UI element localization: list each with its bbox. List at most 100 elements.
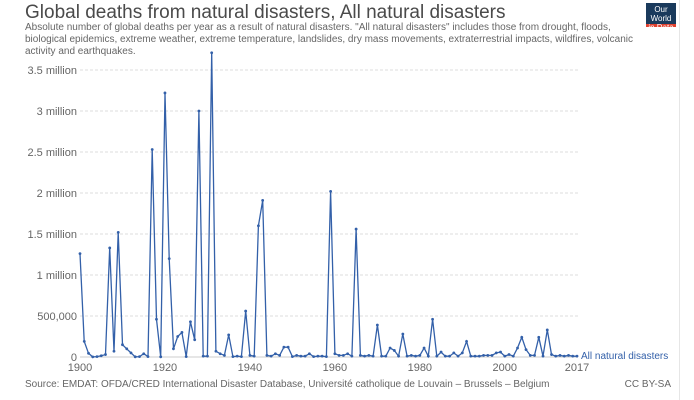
data-point bbox=[575, 354, 579, 358]
data-point bbox=[303, 354, 307, 358]
data-point bbox=[499, 350, 502, 354]
x-tick-label: 2017 bbox=[565, 362, 589, 374]
data-point bbox=[516, 346, 519, 350]
data-point bbox=[112, 349, 116, 353]
data-point bbox=[91, 355, 95, 359]
data-point bbox=[375, 323, 379, 327]
y-tick-label: 1.5 million bbox=[27, 229, 77, 241]
data-point bbox=[520, 335, 524, 339]
license-link[interactable]: CC BY-SA bbox=[624, 379, 671, 390]
logo-text: Our World in Data bbox=[648, 5, 674, 32]
x-tick-label: 2000 bbox=[493, 362, 517, 374]
data-point bbox=[346, 352, 350, 356]
data-point bbox=[388, 346, 392, 350]
data-point bbox=[282, 345, 286, 349]
data-point bbox=[324, 355, 328, 358]
data-point bbox=[295, 353, 299, 357]
y-tick-label: 2 million bbox=[37, 188, 77, 200]
data-point bbox=[567, 353, 570, 357]
x-tick-label: 1960 bbox=[323, 362, 347, 374]
data-point bbox=[397, 354, 400, 358]
y-tick-label: 3 million bbox=[37, 106, 77, 118]
data-point bbox=[469, 354, 473, 358]
data-point bbox=[167, 257, 171, 260]
x-tick-label: 1980 bbox=[408, 362, 432, 374]
data-point bbox=[426, 354, 430, 358]
data-point bbox=[176, 335, 180, 338]
data-point bbox=[537, 335, 541, 339]
series-label: All natural disasters bbox=[581, 351, 668, 362]
data-point bbox=[354, 227, 358, 231]
data-point bbox=[125, 347, 129, 351]
data-point bbox=[392, 349, 396, 352]
data-point bbox=[189, 320, 192, 324]
chart-subtitle: Absolute number of global deaths per yea… bbox=[25, 22, 634, 57]
data-point bbox=[431, 317, 434, 321]
data-point bbox=[329, 189, 333, 193]
data-point bbox=[524, 348, 528, 352]
data-point bbox=[231, 355, 235, 358]
series-line bbox=[79, 52, 577, 359]
data-point bbox=[159, 355, 163, 359]
data-point bbox=[223, 353, 226, 357]
y-tick-label: 3.5 million bbox=[27, 65, 77, 77]
data-point bbox=[307, 352, 311, 356]
data-point bbox=[150, 148, 154, 151]
data-point bbox=[494, 351, 498, 355]
data-point bbox=[460, 351, 464, 355]
data-point bbox=[312, 355, 316, 358]
data-point bbox=[443, 354, 447, 358]
data-point bbox=[82, 340, 86, 343]
data-point bbox=[358, 353, 362, 357]
data-point bbox=[562, 354, 566, 358]
data-point bbox=[214, 349, 218, 353]
data-point bbox=[235, 354, 239, 358]
data-point bbox=[116, 230, 120, 234]
data-point bbox=[503, 354, 507, 358]
chart-container: Global deaths from natural disasters, Al… bbox=[25, 0, 680, 400]
owid-logo[interactable]: Our World in Data bbox=[646, 3, 676, 32]
data-point bbox=[274, 352, 277, 356]
source-note: Source: EMDAT: OFDA/CRED International D… bbox=[25, 379, 550, 390]
data-point bbox=[367, 353, 371, 357]
data-point bbox=[465, 340, 468, 343]
data-point bbox=[363, 354, 367, 358]
x-tick-label: 1940 bbox=[238, 362, 262, 374]
data-point bbox=[108, 246, 112, 250]
data-point bbox=[435, 354, 439, 358]
chart-title: Global deaths from natural disasters, Al… bbox=[25, 2, 506, 23]
data-point bbox=[184, 355, 188, 358]
data-point bbox=[87, 351, 90, 355]
data-point bbox=[473, 354, 477, 358]
data-point bbox=[244, 309, 248, 313]
data-point bbox=[206, 354, 209, 358]
y-tick-label: 1 million bbox=[37, 270, 77, 282]
data-point bbox=[448, 354, 451, 358]
data-point bbox=[380, 354, 383, 358]
data-point bbox=[261, 198, 265, 202]
data-point bbox=[138, 355, 141, 358]
data-point bbox=[541, 354, 545, 358]
data-point bbox=[286, 345, 290, 349]
y-tick-label: 0 bbox=[71, 352, 77, 364]
data-point bbox=[133, 355, 137, 359]
data-point bbox=[197, 109, 201, 113]
x-tick-label: 1920 bbox=[153, 362, 177, 374]
data-point bbox=[558, 353, 562, 357]
data-point bbox=[439, 350, 443, 354]
data-point bbox=[269, 354, 273, 358]
data-point bbox=[252, 354, 256, 358]
data-point bbox=[129, 351, 133, 355]
data-point bbox=[104, 353, 107, 356]
data-point bbox=[554, 354, 558, 358]
data-point bbox=[172, 347, 175, 351]
data-point bbox=[142, 352, 146, 356]
data-point bbox=[193, 338, 197, 342]
data-point bbox=[201, 354, 205, 358]
y-tick-label: 500,000 bbox=[37, 311, 77, 323]
data-point bbox=[511, 354, 515, 358]
data-point bbox=[78, 252, 82, 256]
data-point bbox=[422, 346, 426, 350]
data-point bbox=[333, 352, 337, 356]
data-point bbox=[545, 328, 549, 332]
